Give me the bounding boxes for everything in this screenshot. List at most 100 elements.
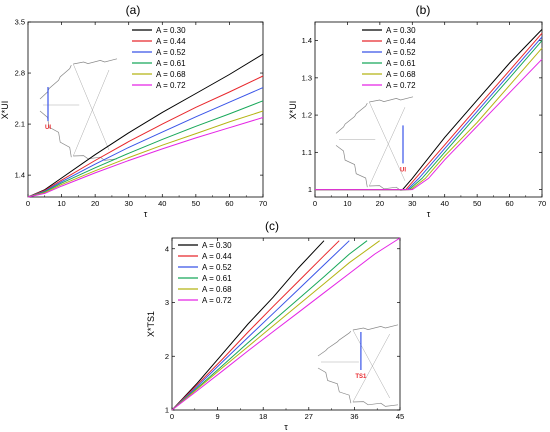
series-line-5 bbox=[27, 117, 264, 198]
y-tick-label: 3.5 bbox=[15, 18, 25, 27]
legend-entry: A = 0.72 bbox=[386, 81, 416, 90]
series-line-0 bbox=[171, 240, 325, 411]
x-tick-label: 45 bbox=[396, 412, 404, 421]
y-axis-label: X*TS1 bbox=[146, 311, 156, 337]
series-line-5 bbox=[315, 58, 543, 191]
series-line-1 bbox=[27, 75, 264, 198]
legend: A = 0.30 A = 0.44 A = 0.52 A = 0.61 A = 0.68… bbox=[178, 241, 232, 305]
legend-entry: A = 0.44 bbox=[202, 252, 232, 261]
series-line-1 bbox=[171, 240, 340, 411]
panel-title: (c) bbox=[265, 219, 279, 233]
y-tick-label: 1.4 bbox=[15, 171, 25, 180]
inset-edge bbox=[39, 110, 72, 158]
x-tick-label: 50 bbox=[192, 199, 200, 208]
y-tick-label: 1.4 bbox=[302, 36, 312, 45]
inset-edge bbox=[352, 401, 399, 407]
series-line-1 bbox=[315, 32, 543, 191]
inset-edge bbox=[352, 329, 390, 399]
inset-edge bbox=[352, 333, 390, 403]
x-tick-label: 70 bbox=[538, 199, 546, 208]
inset-edge bbox=[369, 101, 406, 181]
legend-entry: A = 0.30 bbox=[156, 26, 186, 35]
series-line-2 bbox=[27, 87, 264, 198]
inset-edge bbox=[352, 324, 399, 331]
x-tick-label: 30 bbox=[125, 199, 133, 208]
geometry-inset-illustration: TS1 bbox=[317, 324, 399, 407]
panel-b: (b) 0 10 20 30 40 50 60 70 1 1.1 1.2 1.3 1.4 τ X*UI UI A … bbox=[288, 3, 546, 219]
legend-entry: A = 0.68 bbox=[386, 70, 416, 79]
inset-edge bbox=[73, 69, 110, 157]
x-axis-label: τ bbox=[144, 209, 148, 219]
legend-entry: A = 0.68 bbox=[202, 285, 232, 294]
y-tick-label: 3 bbox=[165, 298, 169, 307]
x-tick-label: 40 bbox=[158, 199, 166, 208]
legend: A = 0.30 A = 0.44 A = 0.52 A = 0.61 A = 0.68… bbox=[132, 26, 186, 90]
series-line-4 bbox=[27, 110, 264, 198]
x-tick-label: 20 bbox=[91, 199, 99, 208]
inset-edge bbox=[369, 107, 406, 187]
y-tick-label: 1.3 bbox=[302, 73, 312, 82]
inset-edge bbox=[317, 330, 352, 357]
x-tick-label: 36 bbox=[350, 412, 358, 421]
y-tick-label: 1 bbox=[308, 185, 312, 194]
inset-edge bbox=[335, 103, 368, 134]
x-tick-label: 60 bbox=[505, 199, 513, 208]
x-tick-label: 9 bbox=[216, 412, 220, 421]
y-tick-label: 1 bbox=[165, 406, 169, 415]
y-tick-label: 1.2 bbox=[302, 111, 312, 120]
series-line-2 bbox=[315, 36, 543, 191]
y-tick-label: 2 bbox=[165, 352, 169, 361]
inset-marker-label: UI bbox=[400, 167, 406, 173]
inset-edge bbox=[39, 65, 72, 100]
series-line-0 bbox=[27, 53, 264, 198]
legend-entry: A = 0.52 bbox=[202, 263, 232, 272]
panel-title: (a) bbox=[126, 3, 141, 17]
series-line-0 bbox=[315, 29, 543, 191]
inset-edge bbox=[335, 145, 368, 188]
y-tick-label: 2.8 bbox=[15, 69, 25, 78]
legend-entry: A = 0.52 bbox=[156, 48, 186, 57]
inset-marker-label: UI bbox=[45, 125, 51, 131]
inset-marker-label: TS1 bbox=[355, 374, 367, 380]
geometry-inset-illustration: UI bbox=[335, 96, 414, 191]
legend-entry: A = 0.30 bbox=[386, 26, 416, 35]
x-tick-label: 30 bbox=[408, 199, 416, 208]
x-axis-label: τ bbox=[284, 422, 288, 432]
x-tick-label: 40 bbox=[441, 199, 449, 208]
legend-entry: A = 0.61 bbox=[386, 59, 416, 68]
inset-edge bbox=[73, 58, 118, 65]
inset-edge bbox=[369, 185, 414, 191]
y-axis-label: X*UI bbox=[288, 101, 298, 120]
legend-entry: A = 0.61 bbox=[156, 59, 186, 68]
series-line-3 bbox=[27, 100, 264, 198]
x-tick-label: 10 bbox=[343, 199, 351, 208]
x-axis-label: τ bbox=[427, 209, 431, 219]
inset-edge bbox=[369, 96, 414, 103]
x-tick-label: 20 bbox=[376, 199, 384, 208]
x-tick-label: 0 bbox=[26, 199, 30, 208]
x-tick-label: 0 bbox=[170, 412, 174, 421]
legend: A = 0.30 A = 0.44 A = 0.52 A = 0.61 A = 0.68… bbox=[362, 26, 416, 90]
series-line-4 bbox=[171, 240, 380, 411]
legend-entry: A = 0.44 bbox=[156, 37, 186, 46]
panel-title: (b) bbox=[416, 3, 431, 17]
series-line-4 bbox=[315, 47, 543, 191]
y-tick-label: 4 bbox=[165, 244, 169, 253]
series-line-3 bbox=[171, 240, 368, 411]
x-tick-label: 10 bbox=[57, 199, 65, 208]
legend-entry: A = 0.30 bbox=[202, 241, 232, 250]
y-tick-label: 2.1 bbox=[15, 120, 25, 129]
x-tick-label: 60 bbox=[225, 199, 233, 208]
x-tick-label: 27 bbox=[305, 412, 313, 421]
x-tick-label: 18 bbox=[259, 412, 267, 421]
series-line-5 bbox=[171, 237, 401, 411]
x-tick-label: 0 bbox=[313, 199, 317, 208]
inset-edge bbox=[73, 63, 110, 151]
legend-entry: A = 0.72 bbox=[156, 81, 186, 90]
legend-entry: A = 0.61 bbox=[202, 274, 232, 283]
y-axis-label: X*UI bbox=[0, 101, 10, 120]
inset-edge bbox=[73, 155, 118, 161]
legend-entry: A = 0.72 bbox=[202, 296, 232, 305]
